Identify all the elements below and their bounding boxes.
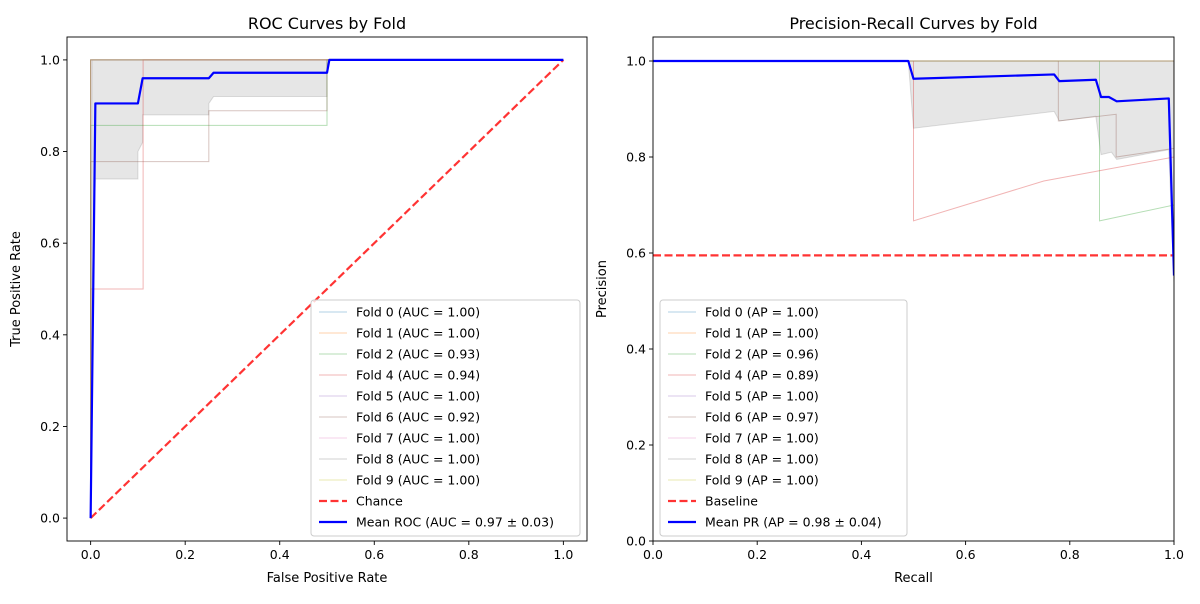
chart2-y-tick-label-0: 0.0 <box>626 534 646 549</box>
chart2-x-tick-label-5: 1.0 <box>1164 547 1184 562</box>
chart2-std-band <box>653 60 1174 282</box>
chart1-legend-label-fold-7: Fold 8 (AUC = 1.00) <box>356 452 480 467</box>
chart1-x-axis-label: False Positive Rate <box>267 571 388 586</box>
chart2-mean-line <box>653 59 1174 276</box>
chart1-title: ROC Curves by Fold <box>248 14 406 33</box>
chart1-legend-label-fold-3: Fold 4 (AUC = 0.94) <box>356 368 480 383</box>
chart2-x-tick-label-3: 0.6 <box>956 547 976 562</box>
chart1-legend-box <box>310 299 581 537</box>
chart2-x-axis-label: Recall <box>894 571 933 586</box>
chart2-legend-label-fold-5: Fold 6 (AP = 0.97) <box>705 410 819 425</box>
chart2-axes-frame <box>652 36 1175 542</box>
chart2-legend-label-fold-2: Fold 2 (AP = 0.96) <box>705 347 819 362</box>
chart1-group: 0.0 0.2 0.4 0.6 0.8 1.0 0.0 0.2 0.4 0.6 0.8 1.0 ROC … <box>9 14 588 586</box>
chart1-x-tick-label-3: 0.6 <box>364 547 384 562</box>
chart1-fold-line-5 <box>90 59 564 519</box>
chart1-legend-label-mean: Mean ROC (AUC = 0.97 ± 0.03) <box>356 515 554 530</box>
chart1-axes-frame <box>66 36 588 542</box>
chart2-y-tick-label-3: 0.6 <box>626 246 646 261</box>
chart2-y-tick-label-5: 1.0 <box>626 54 646 69</box>
chart1-fold-line-3 <box>90 59 564 519</box>
chart1-x-tick-label-0: 0.0 <box>81 547 101 562</box>
chart1-x-tick-label-4: 0.8 <box>459 547 479 562</box>
chart2-legend-label-fold-3: Fold 4 (AP = 0.89) <box>705 368 819 383</box>
chart2-legend-label-fold-6: Fold 7 (AP = 1.00) <box>705 431 819 446</box>
chart1-legend-label-fold-8: Fold 9 (AUC = 1.00) <box>356 473 480 488</box>
chart2-legend-label-fold-1: Fold 1 (AP = 1.00) <box>705 326 819 341</box>
chart2-x-tick-label-1: 0.2 <box>747 547 767 562</box>
chart1-x-tick-label-1: 0.2 <box>175 547 195 562</box>
chart2-plot-area <box>653 59 1174 282</box>
chart2-y-tick-label-2: 0.4 <box>626 342 646 357</box>
chart1-x-tick-label-5: 1.0 <box>553 547 573 562</box>
chart2-x-tick-label-0: 0.0 <box>643 547 663 562</box>
chart2-x-tick-label-2: 0.4 <box>851 547 871 562</box>
chart2-y-axis-label: Precision <box>595 260 610 318</box>
chart1-y-tick-label-5: 1.0 <box>40 52 60 67</box>
chart1-legend: Fold 0 (AUC = 1.00) Fold 1 (AUC = 1.00) Fo… <box>310 299 581 537</box>
chart1-legend-label-fold-4: Fold 5 (AUC = 1.00) <box>356 389 480 404</box>
chart2-group: 0.0 0.2 0.4 0.6 0.8 1.0 0.0 0.2 0.4 0.6 0.8 1.0 Prec… <box>595 14 1184 586</box>
chart2-legend-label-fold-8: Fold 9 (AP = 1.00) <box>705 473 819 488</box>
chart1-legend-label-fold-2: Fold 2 (AUC = 0.93) <box>356 347 480 362</box>
chart2-legend-label-reference: Baseline <box>705 494 758 509</box>
chart2-title: Precision-Recall Curves by Fold <box>789 14 1037 33</box>
chart1-legend-label-fold-6: Fold 7 (AUC = 1.00) <box>356 431 480 446</box>
chart1-x-tick-label-2: 0.4 <box>270 547 290 562</box>
chart1-legend-label-reference: Chance <box>356 494 403 509</box>
chart1-y-tick-label-4: 0.8 <box>40 144 60 159</box>
chart1-y-axis-label: True Positive Rate <box>9 231 24 348</box>
chart2-legend: Fold 0 (AP = 1.00) Fold 1 (AP = 1.00) Fold… <box>659 299 908 537</box>
chart1-plot-area <box>89 58 565 519</box>
chart2-fold-line-5 <box>653 60 1174 253</box>
chart2-x-tick-label-4: 0.8 <box>1060 547 1080 562</box>
chart1-y-tick-label-3: 0.6 <box>40 236 60 251</box>
chart2-legend-label-fold-7: Fold 8 (AP = 1.00) <box>705 452 819 467</box>
chart2-legend-label-mean: Mean PR (AP = 0.98 ± 0.04) <box>705 515 882 530</box>
chart2-legend-label-fold-4: Fold 5 (AP = 1.00) <box>705 389 819 404</box>
chart1-legend-label-fold-0: Fold 0 (AUC = 1.00) <box>356 305 480 320</box>
chart1-legend-label-fold-5: Fold 6 (AUC = 0.92) <box>356 410 480 425</box>
chart1-y-tick-label-1: 0.2 <box>40 419 60 434</box>
chart1-legend-label-fold-1: Fold 1 (AUC = 1.00) <box>356 326 480 341</box>
chart2-y-tick-label-4: 0.8 <box>626 150 646 165</box>
chart2-fold-line-2 <box>653 60 1174 253</box>
chart2-legend-label-fold-0: Fold 0 (AP = 1.00) <box>705 305 819 320</box>
chart1-reference-line <box>89 59 565 519</box>
chart2-legend-box <box>659 299 908 537</box>
chart1-y-tick-label-0: 0.0 <box>40 511 60 526</box>
chart1-y-tick-label-2: 0.4 <box>40 327 60 342</box>
chart1-mean-line <box>89 58 564 519</box>
chart2-y-tick-label-1: 0.2 <box>626 438 646 453</box>
